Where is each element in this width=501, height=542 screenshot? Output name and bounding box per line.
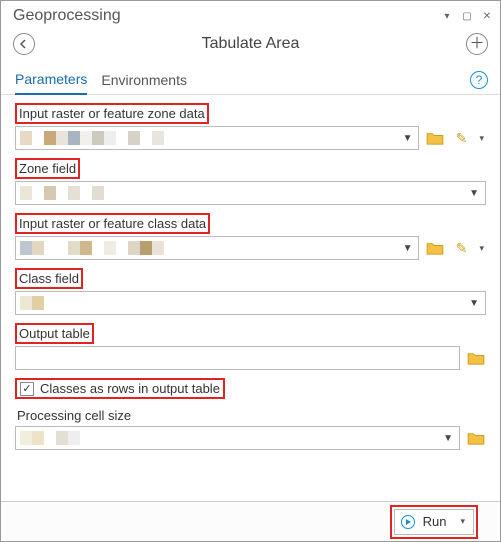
browse-cell-size[interactable]: [466, 428, 486, 448]
input-zone-data[interactable]: ▼: [15, 126, 419, 150]
help-button[interactable]: ?: [470, 71, 488, 89]
checkbox-classes-as-rows[interactable]: ✓: [20, 382, 34, 396]
class-field-value: [20, 296, 44, 310]
dropdown-icon[interactable]: ▾: [440, 9, 454, 23]
label-classes-as-rows: Classes as rows in output table: [40, 381, 220, 396]
input-class-field[interactable]: ▼: [15, 291, 486, 315]
back-button[interactable]: [13, 33, 35, 55]
zone-data-value: [20, 131, 164, 145]
chevron-down-icon: ▼: [403, 243, 413, 254]
label-class-data: Input raster or feature class data: [15, 213, 210, 234]
input-class-data[interactable]: ▼: [15, 236, 419, 260]
input-cell-size[interactable]: ▼: [15, 426, 460, 450]
chevron-down-icon: ▼: [403, 133, 413, 144]
zone-field-value: [20, 186, 116, 200]
browse-output-table[interactable]: [466, 348, 486, 368]
run-dropdown-icon[interactable]: ▾: [460, 516, 465, 527]
edit-zone-data[interactable]: ✎: [451, 128, 471, 148]
pane-title: Geoprocessing: [13, 7, 121, 25]
chevron-down-icon: ▼: [469, 298, 479, 309]
browse-zone-data[interactable]: [425, 128, 445, 148]
chevron-down-icon: ▼: [443, 433, 453, 444]
add-button[interactable]: ＋: [466, 33, 488, 55]
input-output-table[interactable]: [15, 346, 460, 370]
tab-environments[interactable]: Environments: [101, 66, 187, 94]
edit-dropdown-icon[interactable]: ▾: [477, 243, 486, 254]
chevron-down-icon: ▼: [469, 188, 479, 199]
run-label: Run: [423, 514, 447, 529]
maximize-icon[interactable]: ▢: [460, 9, 474, 23]
tool-title: Tabulate Area: [202, 35, 300, 53]
class-data-value: [20, 241, 164, 255]
label-cell-size: Processing cell size: [15, 407, 133, 424]
play-icon: [401, 515, 415, 529]
label-zone-data: Input raster or feature zone data: [15, 103, 209, 124]
close-icon[interactable]: ✕: [480, 9, 494, 23]
label-output-table: Output table: [15, 323, 94, 344]
edit-class-data[interactable]: ✎: [451, 238, 471, 258]
browse-class-data[interactable]: [425, 238, 445, 258]
label-class-field: Class field: [15, 268, 83, 289]
run-button[interactable]: Run ▾: [394, 509, 474, 535]
input-zone-field[interactable]: ▼: [15, 181, 486, 205]
label-zone-field: Zone field: [15, 158, 80, 179]
edit-dropdown-icon[interactable]: ▾: [477, 133, 486, 144]
tab-parameters[interactable]: Parameters: [15, 65, 87, 95]
cell-size-value: [20, 431, 80, 445]
